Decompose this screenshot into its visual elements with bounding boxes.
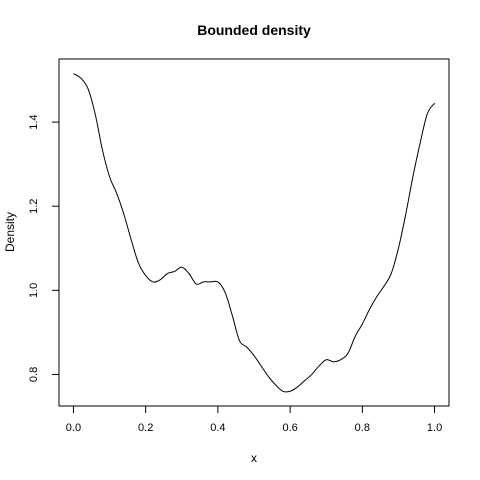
x-tick-label: 0.2 xyxy=(138,422,153,434)
chart-title: Bounded density xyxy=(197,22,311,38)
x-axis: 0.0 0.2 0.4 0.6 0.8 1.0 xyxy=(66,405,442,434)
x-tick-label: 0.0 xyxy=(66,422,81,434)
y-tick-label: 1.0 xyxy=(28,283,40,298)
y-tick-label: 1.4 xyxy=(28,114,40,129)
density-curve xyxy=(73,73,435,393)
y-axis: 0.8 1.0 1.2 1.4 xyxy=(28,114,60,382)
y-tick-label: 1.2 xyxy=(28,199,40,214)
x-axis-label: x xyxy=(251,451,257,465)
x-tick-label: 0.4 xyxy=(210,422,225,434)
y-tick-label: 0.8 xyxy=(28,367,40,382)
x-tick-label: 0.6 xyxy=(282,422,297,434)
y-axis-label: Density xyxy=(3,212,17,252)
x-tick-label: 1.0 xyxy=(427,422,442,434)
x-tick-label: 0.8 xyxy=(355,422,370,434)
